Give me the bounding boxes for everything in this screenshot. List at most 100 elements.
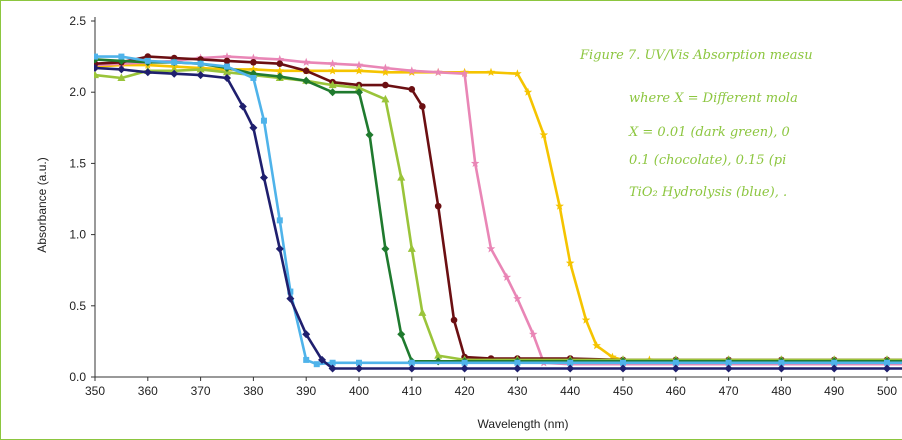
data-point [238, 102, 247, 111]
data-point [249, 53, 258, 62]
data-point [196, 64, 205, 73]
data-point [381, 244, 390, 253]
series-1 [94, 63, 902, 373]
data-point [397, 330, 406, 339]
x-tick-label: 450 [613, 384, 633, 398]
x-tick-label: 500 [877, 384, 897, 398]
data-point [470, 158, 480, 167]
data-point [249, 64, 258, 74]
data-point [196, 71, 205, 80]
data-point [355, 364, 363, 373]
data-point [883, 364, 891, 373]
data-point [831, 359, 838, 366]
data-point [118, 53, 125, 60]
data-point [354, 66, 364, 75]
data-point [260, 117, 267, 124]
data-point [355, 83, 363, 91]
data-point [581, 315, 591, 324]
data-point [303, 356, 310, 363]
data-point [407, 66, 417, 75]
data-point [461, 359, 468, 366]
data-point [408, 86, 416, 93]
y-tick-label: 0.0 [69, 370, 86, 384]
data-point [250, 58, 257, 66]
data-point [450, 316, 458, 324]
series-2 [94, 53, 902, 368]
data-point [259, 173, 268, 182]
data-point [619, 364, 627, 373]
x-tick-label: 490 [824, 384, 844, 398]
caption-line-4: 0.1 (chocolate), 0.15 (pi [629, 153, 786, 168]
data-point [94, 53, 98, 60]
data-point [287, 288, 294, 295]
data-point [513, 294, 522, 303]
data-point [777, 364, 786, 373]
data-point [94, 70, 99, 79]
data-point [434, 351, 443, 359]
data-point [170, 69, 179, 78]
x-tick-label: 360 [138, 384, 158, 398]
data-point [397, 173, 406, 181]
y-tick-label: 0.5 [69, 299, 86, 313]
data-point [566, 364, 575, 373]
data-point [144, 57, 151, 64]
series-line [94, 63, 902, 362]
caption-line-2: where X = Different mola [629, 91, 798, 106]
data-point [381, 67, 390, 76]
y-axis-label: Absorbance (a.u.) [35, 157, 49, 252]
caption-line-1: Figure 7. UV/Vis Absorption measu [579, 48, 813, 63]
y-tick-label: 2.5 [69, 14, 86, 28]
series-7 [94, 60, 902, 364]
data-point [302, 330, 311, 339]
data-point [725, 359, 732, 366]
data-point [286, 294, 295, 303]
x-axis-label: Wavelength (nm) [478, 417, 569, 431]
y-tick-label: 1.0 [69, 228, 86, 242]
data-point [592, 341, 601, 350]
data-point [513, 69, 522, 78]
chart-axes: 350 360 370 380 390 400 410 420 430 440 450 460 470 4… [69, 14, 902, 398]
data-point [275, 54, 285, 64]
series-line [94, 68, 902, 362]
caption-line-5: TiO₂ Hydrolysis (blue), . [629, 185, 787, 200]
data-point [249, 123, 258, 132]
x-tick-label: 410 [402, 384, 422, 398]
data-point [539, 130, 549, 139]
data-point [354, 60, 364, 69]
data-point [460, 69, 469, 78]
data-point [565, 258, 575, 267]
data-point [365, 130, 374, 139]
data-point [419, 103, 426, 110]
data-point [117, 65, 126, 74]
data-point [329, 359, 336, 366]
data-point [222, 52, 232, 61]
data-point [724, 364, 733, 373]
series-4 [94, 64, 902, 363]
data-point [302, 76, 311, 85]
data-point [355, 88, 363, 97]
x-tick-label: 400 [349, 384, 369, 398]
data-point [778, 359, 785, 366]
data-point [356, 359, 362, 366]
data-point [328, 88, 337, 97]
data-point [486, 244, 496, 253]
data-point [671, 364, 680, 373]
x-tick-label: 470 [719, 384, 739, 398]
data-point [567, 359, 574, 366]
data-point [418, 308, 427, 316]
figure-caption: Figure 7. UV/Vis Absorption measu where … [579, 48, 813, 200]
data-point [381, 63, 390, 72]
data-point [276, 217, 283, 224]
data-point [143, 68, 152, 77]
data-point [275, 66, 285, 75]
data-point [223, 57, 231, 65]
data-point [408, 359, 415, 366]
x-tick-label: 390 [296, 384, 316, 398]
data-point [171, 59, 178, 66]
data-point [513, 364, 522, 373]
data-point [555, 201, 564, 210]
data-point [302, 67, 310, 75]
data-point [117, 73, 126, 81]
x-tick-label: 440 [560, 384, 580, 398]
data-point [328, 364, 337, 373]
